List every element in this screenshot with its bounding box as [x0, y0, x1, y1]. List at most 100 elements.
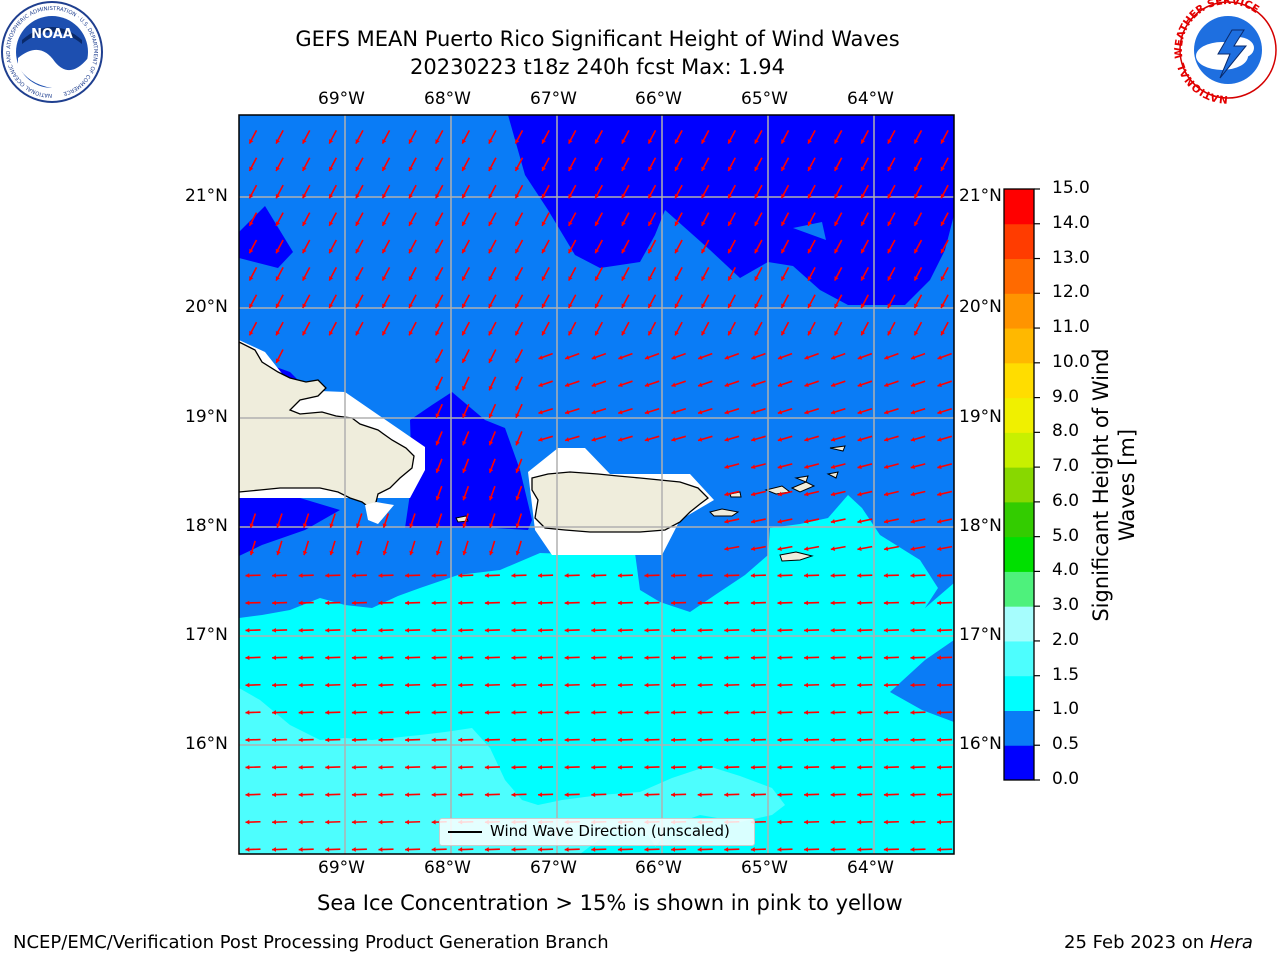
colorbar-swatch	[1004, 328, 1034, 364]
wave-direction-arrowhead	[405, 627, 410, 633]
wave-direction-arrowhead	[515, 166, 520, 172]
wave-direction-arrowhead	[648, 303, 653, 309]
wave-direction-arrowhead	[458, 627, 463, 633]
wave-direction-arrowhead	[378, 573, 383, 578]
wave-direction-arrowhead	[648, 248, 653, 254]
wave-direction-arrowhead	[724, 573, 729, 578]
wave-direction-arrowhead	[754, 276, 759, 281]
wave-direction-arrowhead	[462, 221, 467, 226]
wave-direction-arrowhead	[698, 409, 703, 415]
wave-direction-arrowhead	[435, 139, 440, 144]
wave-direction-arrowhead	[298, 819, 303, 825]
wave-direction-arrowhead	[329, 303, 334, 309]
wave-direction-arrowhead	[751, 519, 756, 524]
wave-direction-arrowhead	[724, 546, 729, 551]
wave-direction-arrowhead	[245, 627, 250, 633]
wave-direction-arrowhead	[750, 710, 755, 715]
wave-direction-arrowhead	[405, 847, 410, 852]
wave-direction-arrowhead	[671, 737, 676, 743]
wave-direction-arrowhead	[674, 139, 679, 144]
wave-direction-arrowhead	[591, 600, 596, 606]
wave-direction-arrowhead	[355, 276, 360, 281]
wave-direction-arrowhead	[857, 409, 863, 415]
wave-direction-arrowhead	[804, 600, 809, 606]
wave-direction-arrowhead	[591, 847, 596, 852]
wave-direction-arrowhead	[701, 166, 706, 172]
wave-direction-arrowhead	[515, 385, 520, 391]
wave-direction-arrowhead	[355, 166, 360, 172]
wave-direction-arrowhead	[830, 764, 835, 770]
wave-direction-arrowhead	[937, 847, 942, 852]
wave-direction-arrowhead	[697, 655, 702, 661]
wave-direction-arrowhead	[834, 166, 839, 172]
wave-direction-arrowhead	[329, 221, 334, 226]
wave-direction-arrowhead	[431, 682, 436, 688]
wave-direction-arrowhead	[701, 303, 706, 309]
wave-direction-arrowhead	[378, 847, 383, 852]
wave-direction-arrowhead	[861, 139, 866, 144]
wave-direction-arrowhead	[861, 193, 866, 199]
wave-direction-arrowhead	[489, 550, 494, 556]
wave-direction-arrowhead	[515, 193, 520, 199]
wave-direction-arrowhead	[701, 221, 706, 226]
wave-direction-arrowhead	[351, 682, 356, 688]
wave-direction-arrowhead	[565, 382, 570, 388]
wave-direction-arrowhead	[621, 139, 626, 144]
wave-direction-arrowhead	[511, 710, 516, 715]
wave-direction-arrowhead	[515, 523, 521, 528]
wave-direction-arrowhead	[857, 437, 862, 442]
lon-label-top-66w: 66°W	[635, 89, 682, 109]
wave-direction-arrowhead	[830, 437, 836, 442]
wave-direction-arrowhead	[275, 139, 280, 144]
wave-direction-arrowhead	[249, 303, 254, 309]
wave-direction-arrowhead	[910, 600, 915, 606]
wave-direction-arrowhead	[857, 655, 862, 661]
wave-direction-arrowhead	[777, 710, 782, 715]
wave-direction-arrowhead	[781, 276, 786, 281]
wave-direction-arrowhead	[937, 409, 942, 415]
colorbar-swatch	[1004, 745, 1034, 781]
lat-label-left-20n: 20°N	[185, 297, 228, 317]
wave-direction-arrowhead	[857, 464, 862, 470]
wave-direction-arrowhead	[777, 655, 782, 661]
colorbar-tick-label: 1.0	[1052, 699, 1080, 720]
wave-direction-arrowhead	[431, 710, 436, 715]
wave-direction-arrowhead	[674, 303, 679, 309]
wave-direction-arrowhead	[431, 737, 436, 743]
wave-direction-arrowhead	[484, 573, 489, 578]
wave-direction-arrowhead	[435, 495, 441, 501]
wave-direction-arrowhead	[275, 276, 280, 281]
wave-direction-arrowhead	[511, 627, 516, 633]
wave-direction-arrowhead	[618, 382, 623, 388]
wave-direction-arrowhead	[405, 655, 410, 661]
wave-direction-arrowhead	[781, 166, 786, 172]
wave-direction-arrowhead	[724, 655, 729, 661]
wave-direction-arrowhead	[538, 573, 543, 578]
wave-direction-arrowhead	[937, 764, 942, 770]
colorbar-swatch	[1004, 293, 1034, 329]
wave-direction-arrowhead	[937, 546, 942, 551]
lon-label-bottom-65w: 65°W	[741, 858, 788, 878]
wave-direction-arrowhead	[724, 682, 729, 688]
wave-direction-arrowhead	[807, 276, 812, 281]
wave-direction-arrowhead	[435, 385, 440, 391]
wave-direction-arrowhead	[807, 330, 812, 336]
wave-direction-arrowhead	[435, 468, 441, 473]
wave-direction-arrowhead	[405, 737, 410, 743]
wave-direction-arrowhead	[462, 166, 467, 172]
wave-direction-arrowhead	[541, 193, 546, 199]
wave-direction-arrowhead	[382, 550, 388, 556]
wave-direction-arrowhead	[484, 792, 489, 798]
wave-direction-arrowhead	[804, 737, 809, 743]
lat-label-right-16n: 16°N	[959, 734, 1002, 754]
lat-label-right-20n: 20°N	[959, 297, 1002, 317]
wave-direction-arrowhead	[511, 737, 516, 743]
wave-direction-arrowhead	[697, 682, 702, 688]
wave-direction-arrowhead	[830, 819, 835, 825]
colorbar-tick-label: 15.0	[1052, 178, 1090, 198]
wave-direction-arrowhead	[861, 221, 866, 226]
wave-direction-arrowhead	[857, 710, 862, 715]
wave-direction-arrowhead	[458, 847, 463, 852]
colorbar-tick-label: 8.0	[1052, 421, 1080, 442]
lon-label-bottom-68w: 68°W	[424, 858, 471, 878]
